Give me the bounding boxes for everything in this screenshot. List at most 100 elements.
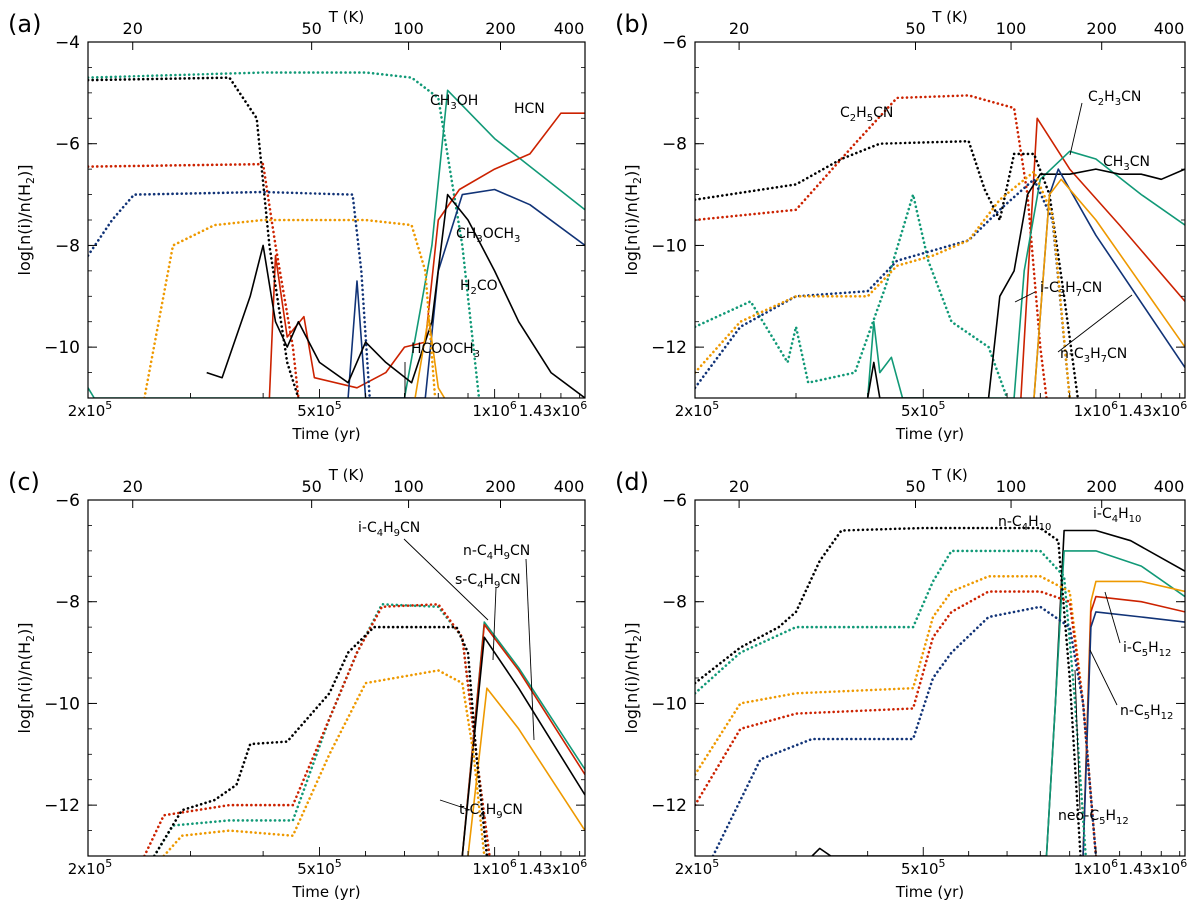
series-label: CH3CN (1103, 154, 1150, 173)
series-hcn-ice (88, 162, 300, 398)
series-i-c3h7cn-ice (695, 178, 1071, 398)
series-label: n-C4H10 (998, 514, 1051, 533)
label-pointer (439, 799, 471, 811)
panel-c: −12 −10 −8 −6 2x105 5x105 1x106 1.43x106 20 50 100… (8, 466, 587, 901)
t-tick-label: 200 (485, 477, 516, 496)
y-tick-label: −6 (55, 135, 80, 155)
y-axis-title: log[n(i)/n(H2)] (15, 165, 37, 276)
y-tick-label: −10 (651, 694, 687, 714)
label-pointer (525, 558, 535, 741)
x-axis-title: Time (yr) (291, 425, 360, 443)
x-tick-label: 5x105 (901, 399, 946, 420)
x-axis-title: Time (yr) (895, 883, 964, 901)
y-tick-label: −10 (651, 236, 687, 256)
y-tick-label: −12 (651, 338, 687, 358)
plot-frame (87, 41, 586, 399)
panel-a: −10 −8 −6 −4 2x105 5x105 1x106 1.43x106 20 50 100 2… (8, 8, 587, 443)
series-label: i-C5H12 (1123, 640, 1171, 659)
series-label: HCN (514, 101, 545, 117)
y-axis-title: log[n(i)/n(H2)] (622, 623, 644, 734)
t-tick-label: 50 (301, 477, 321, 496)
y-tick-label: −8 (662, 135, 687, 155)
series-label: n-C4H9CN (463, 543, 530, 562)
t-tick-label: 400 (1154, 477, 1185, 496)
series-i-c4h10-ice (695, 549, 1087, 856)
series-s-c4h9cn-ice (153, 625, 489, 856)
series-label: t-C4H9CN (459, 802, 523, 821)
panel-label: (b) (615, 10, 649, 38)
label-pointer (1014, 291, 1036, 303)
x-tick-label: 5x105 (901, 857, 946, 878)
series-neo-c5h12-ice (711, 605, 1098, 856)
panel-label: (d) (615, 468, 649, 496)
label-pointer (1057, 294, 1133, 353)
label-pointer (1074, 669, 1081, 811)
top-axis-title: T (K) (931, 466, 967, 484)
top-axis-title: T (K) (328, 8, 364, 26)
label-pointer (1069, 102, 1083, 156)
t-tick-label: 50 (905, 477, 925, 496)
x-axis-title: Time (yr) (291, 883, 360, 901)
x-tick-label: 1.43x106 (519, 399, 587, 420)
series-label: C2H5CN (840, 105, 893, 124)
series-label: i-C4H10 (1093, 506, 1141, 525)
series-n-c4h10-ice (695, 526, 1082, 856)
x-tick-label: 2x105 (675, 857, 720, 878)
t-tick-label: 100 (996, 19, 1027, 38)
label-pointer (403, 538, 489, 621)
series-n-c4h9cn-ice (143, 603, 491, 856)
y-tick-label: −8 (55, 236, 80, 256)
y-tick-label: −12 (651, 796, 687, 816)
series-label: n-C5H12 (1120, 703, 1173, 722)
panel-label: (a) (8, 10, 41, 38)
t-tick-label: 100 (393, 477, 424, 496)
x-tick-label: 1.43x106 (1119, 857, 1187, 878)
y-tick-label: −10 (44, 694, 80, 714)
t-tick-label: 20 (729, 477, 749, 496)
series-n-c4h10 (811, 529, 1185, 856)
x-tick-label: 5x105 (297, 399, 342, 420)
series-h2co-ice (88, 76, 300, 398)
x-tick-label: 1x106 (1074, 399, 1119, 420)
t-tick-label: 50 (301, 19, 321, 38)
series-hcooch3 (414, 315, 446, 398)
series-c2h3cn-ice (695, 193, 1009, 398)
label-pointer (1089, 649, 1118, 706)
t-tick-label: 400 (554, 477, 585, 496)
x-tick-label: 2x105 (675, 399, 720, 420)
y-axis-title: log[n(i)/n(H2)] (622, 165, 644, 276)
label-pointer (492, 587, 497, 661)
series-label: n-C3H7CN (1060, 346, 1127, 365)
y-tick-label: −8 (55, 593, 80, 613)
series-ch3oh-ice (88, 71, 481, 398)
series-neo-c5h12 (1082, 611, 1185, 856)
series-ch3cn-ice (695, 139, 1080, 398)
x-tick-label: 1x106 (472, 399, 517, 420)
y-tick-label: −4 (55, 33, 80, 53)
top-axis-title: T (K) (931, 8, 967, 26)
series-c2h3cn (866, 150, 1185, 398)
series-i-c4h9cn-ice (153, 603, 491, 856)
series-label: H2CO (460, 278, 498, 297)
t-tick-label: 100 (996, 477, 1027, 496)
series-label: HCOOCH3 (411, 341, 480, 360)
t-tick-label: 400 (1154, 19, 1185, 38)
y-tick-label: −8 (662, 593, 687, 613)
t-tick-label: 200 (1086, 19, 1117, 38)
t-tick-label: 200 (485, 19, 516, 38)
series-i-c4h10 (1045, 550, 1185, 856)
series-label: i-C4H9CN (358, 520, 420, 539)
x-tick-label: 2x105 (68, 399, 113, 420)
series-c2h5cn (1020, 117, 1185, 398)
series-label: i-C3H7CN (1040, 280, 1102, 299)
y-tick-label: −6 (55, 491, 80, 511)
panel-d: −12 −10 −8 −6 2x105 5x105 1x106 1.43x106 20 50 100… (615, 466, 1187, 901)
series-h2co (206, 193, 585, 398)
series-label: s-C4H9CN (455, 572, 521, 591)
x-axis-title: Time (yr) (895, 425, 964, 443)
y-tick-label: −10 (44, 338, 80, 358)
series-c2h5cn-ice (695, 94, 1048, 398)
t-tick-label: 20 (729, 19, 749, 38)
series-n-c3h7cn-ice (695, 170, 1071, 398)
series-label: C2H3CN (1088, 89, 1141, 108)
